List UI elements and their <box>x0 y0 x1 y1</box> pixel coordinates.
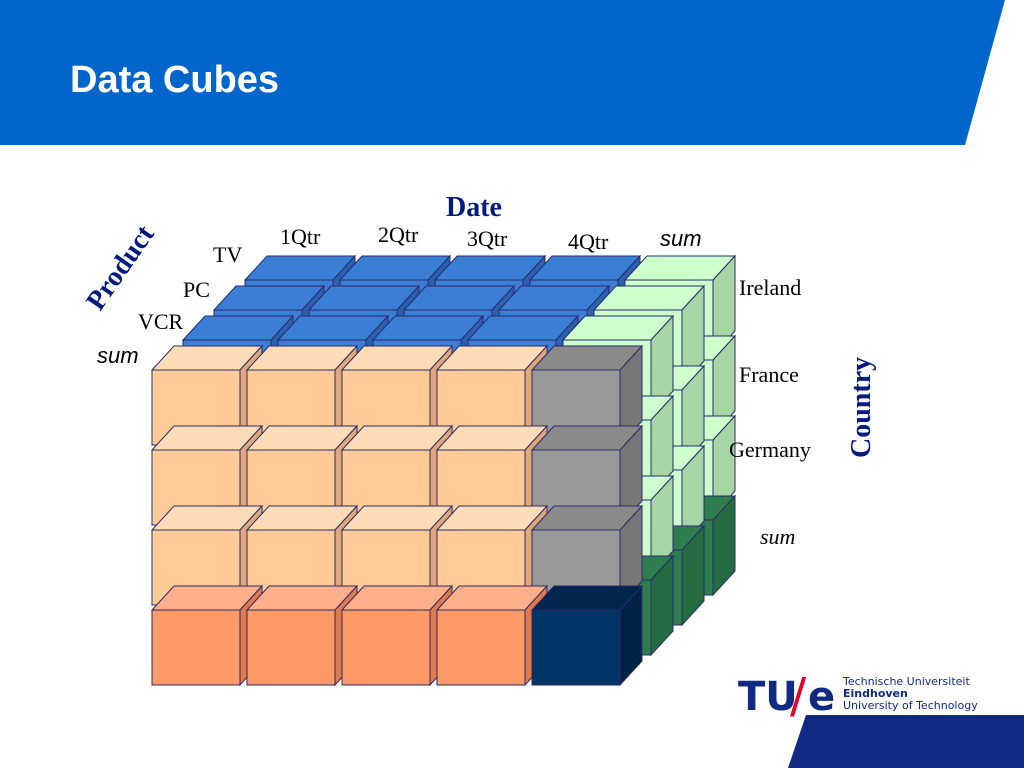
product-label: PC <box>183 277 210 302</box>
cube-front <box>151 609 241 686</box>
country-label: sum <box>760 524 795 549</box>
date-label: 2Qtr <box>378 222 419 247</box>
footer-band <box>788 715 1024 768</box>
logo-e: e <box>808 674 835 720</box>
data-cube <box>150 254 737 687</box>
cube-front <box>436 609 526 686</box>
cube-front <box>341 609 431 686</box>
logo-tu: TU <box>738 674 798 720</box>
country-label: Ireland <box>739 275 801 300</box>
product-label: TV <box>213 242 242 267</box>
date-label: 3Qtr <box>467 226 508 251</box>
country-label: Germany <box>729 437 811 462</box>
product-label: VCR <box>138 309 184 334</box>
header-band <box>0 0 1005 145</box>
logo-line: Eindhoven <box>843 687 908 700</box>
country-axis-label: Country <box>846 357 877 458</box>
product-axis-label: Product <box>80 219 161 316</box>
date-label: sum <box>660 226 702 251</box>
product-label: sum <box>97 343 139 368</box>
date-label: 1Qtr <box>280 224 321 249</box>
logo-line: University of Technology <box>843 699 978 712</box>
date-axis-label: Date <box>446 192 502 223</box>
slide-title: Data Cubes <box>70 59 279 101</box>
logo-slash: / <box>790 668 807 724</box>
logo-line: Technische Universiteit <box>842 675 970 688</box>
cube-front <box>531 609 621 686</box>
cube-front <box>246 609 336 686</box>
date-label: 4Qtr <box>568 229 609 254</box>
country-label: France <box>739 362 799 387</box>
